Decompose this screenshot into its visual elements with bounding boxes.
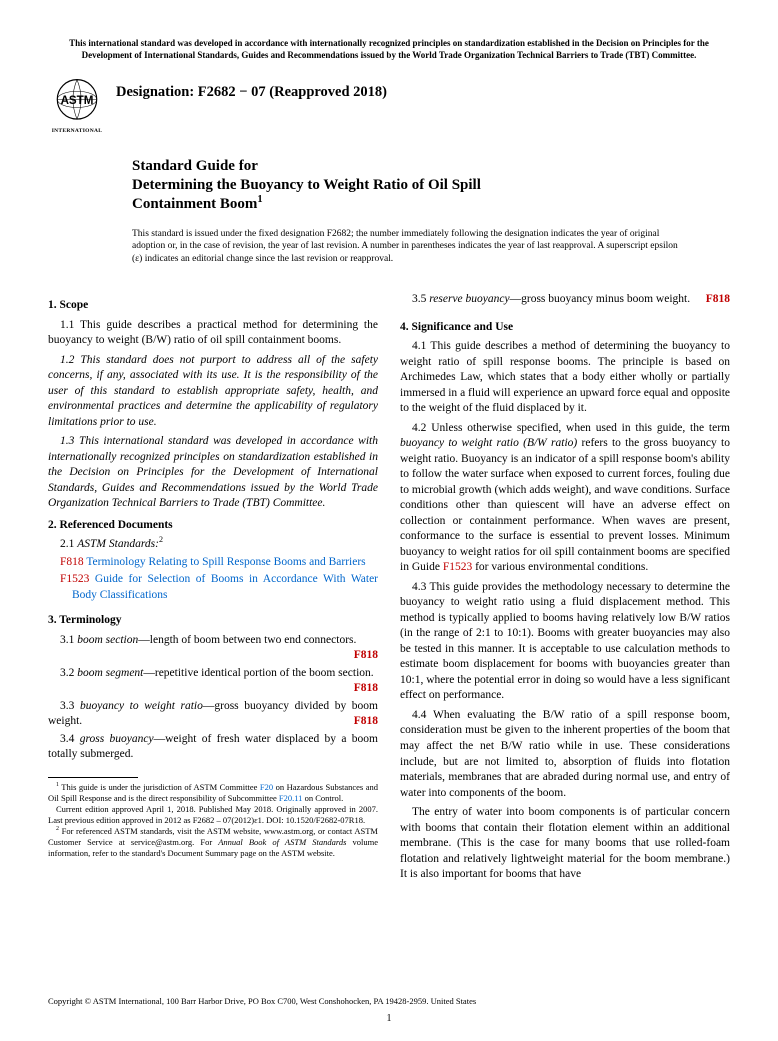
ref-f818: F818 Terminology Relating to Spill Respo… bbox=[48, 555, 378, 571]
ref-f1523: F1523 Guide for Selection of Booms in Ac… bbox=[48, 572, 378, 603]
title-block: Standard Guide for Determining the Buoya… bbox=[132, 157, 710, 266]
designation: Designation: F2682 − 07 (Reapproved 2018… bbox=[116, 83, 387, 103]
term-3-3-name: buoyancy to weight ratio bbox=[80, 700, 203, 712]
term-3-1-tag[interactable]: F818 bbox=[342, 648, 378, 664]
terminology-heading: 3. Terminology bbox=[48, 613, 378, 629]
term-3-5: 3.5 reserve buoyancy—gross buoyancy minu… bbox=[400, 292, 730, 308]
footnote-rule bbox=[48, 777, 138, 778]
para-4-2: 4.2 Unless otherwise specified, when use… bbox=[400, 421, 730, 576]
svg-text:ASTM: ASTM bbox=[61, 94, 94, 107]
term-3-2-def: —repetitive identical portion of the boo… bbox=[143, 667, 373, 679]
para-4-4: 4.4 When evaluating the B/W ratio of a s… bbox=[400, 708, 730, 801]
term-3-1-num: 3.1 bbox=[60, 634, 77, 646]
term-3-5-def: —gross buoyancy minus boom weight. bbox=[510, 293, 690, 305]
term-3-3: 3.3 buoyancy to weight ratio—gross buoya… bbox=[48, 699, 378, 730]
footnote-1-cont: Current edition approved April 1, 2018. … bbox=[48, 804, 378, 826]
para-1-2: 1.2 This standard does not purport to ad… bbox=[48, 353, 378, 431]
left-column: 1. Scope 1.1 This guide describes a prac… bbox=[48, 292, 378, 887]
term-3-2-tag[interactable]: F818 bbox=[342, 681, 378, 697]
term-3-4-num: 3.4 bbox=[60, 733, 80, 745]
title-sup: 1 bbox=[257, 194, 262, 205]
p42-b: buoyancy to weight ratio (B/W ratio) bbox=[400, 437, 577, 449]
fn2-b: Annual Book of ASTM Standards bbox=[218, 837, 346, 847]
term-3-1: 3.1 boom section—length of boom between … bbox=[48, 633, 378, 664]
term-3-2-name: boom segment bbox=[77, 667, 143, 679]
footnote-2: 2 For referenced ASTM standards, visit t… bbox=[48, 826, 378, 859]
right-column: 3.5 reserve buoyancy—gross buoyancy minu… bbox=[400, 292, 730, 887]
term-3-4-name: gross buoyancy bbox=[80, 733, 154, 745]
p42-a: 4.2 Unless otherwise specified, when use… bbox=[412, 422, 730, 434]
para-2-1: 2.1 ASTM Standards:2 bbox=[48, 537, 378, 553]
issue-note: This standard is issued under the fixed … bbox=[132, 228, 710, 266]
term-3-1-name: boom section bbox=[77, 634, 138, 646]
logo-sublabel: INTERNATIONAL bbox=[52, 128, 103, 135]
page-number: 1 bbox=[387, 1012, 392, 1026]
term-3-5-num: 3.5 bbox=[412, 293, 429, 305]
ref-f1523-code[interactable]: F1523 bbox=[60, 573, 89, 585]
astm-logo: ASTM INTERNATIONAL bbox=[48, 75, 106, 133]
term-3-4: 3.4 gross buoyancy—weight of fresh water… bbox=[48, 732, 378, 763]
fn1-a: This guide is under the jurisdiction of … bbox=[59, 782, 260, 792]
title-line-1: Determining the Buoyancy to Weight Ratio… bbox=[132, 177, 481, 193]
para-1-1: 1.1 This guide describes a practical met… bbox=[48, 318, 378, 349]
header-row: ASTM INTERNATIONAL Designation: F2682 − … bbox=[48, 75, 730, 133]
term-3-2: 3.2 boom segment—repetitive identical po… bbox=[48, 666, 378, 697]
p42-e: for various environmental conditions. bbox=[472, 561, 648, 573]
para-4-4b: The entry of water into boom components … bbox=[400, 805, 730, 883]
fn1-b[interactable]: F20 bbox=[260, 782, 273, 792]
term-3-3-num: 3.3 bbox=[60, 700, 80, 712]
significance-heading: 4. Significance and Use bbox=[400, 320, 730, 336]
term-3-5-name: reserve buoyancy bbox=[429, 293, 509, 305]
copyright-line: Copyright © ASTM International, 100 Barr… bbox=[48, 996, 730, 1007]
term-3-5-tag[interactable]: F818 bbox=[694, 292, 730, 308]
para-1-3: 1.3 This international standard was deve… bbox=[48, 434, 378, 512]
fn1-e: on Control. bbox=[302, 793, 343, 803]
term-3-3-tag[interactable]: F818 bbox=[342, 714, 378, 730]
para-4-3: 4.3 This guide provides the methodology … bbox=[400, 580, 730, 704]
para-4-1: 4.1 This guide describes a method of det… bbox=[400, 339, 730, 417]
scope-heading: 1. Scope bbox=[48, 298, 378, 314]
para-2-1-italic: ASTM Standards: bbox=[77, 538, 159, 550]
fn1-d[interactable]: F20.11 bbox=[279, 793, 303, 803]
para-2-1-lead: 2.1 bbox=[60, 538, 77, 550]
footnote-1: 1 This guide is under the jurisdiction o… bbox=[48, 782, 378, 804]
refdocs-heading: 2. Referenced Documents bbox=[48, 518, 378, 534]
para-2-1-sup: 2 bbox=[159, 535, 163, 544]
top-notice: This international standard was develope… bbox=[48, 38, 730, 69]
term-3-2-num: 3.2 bbox=[60, 667, 77, 679]
title-lead: Standard Guide for bbox=[132, 157, 710, 176]
ref-f818-code[interactable]: F818 bbox=[60, 556, 84, 568]
body-columns: 1. Scope 1.1 This guide describes a prac… bbox=[48, 292, 730, 887]
ref-f1523-text[interactable]: Guide for Selection of Booms in Accordan… bbox=[72, 573, 378, 601]
title-line-2: Containment Boom bbox=[132, 196, 257, 212]
term-3-1-def: —length of boom between two end connecto… bbox=[138, 634, 356, 646]
p42-c: refers to the gross buoyancy to weight r… bbox=[400, 437, 730, 573]
ref-f818-text[interactable]: Terminology Relating to Spill Response B… bbox=[86, 556, 365, 568]
p42-d[interactable]: F1523 bbox=[443, 561, 472, 573]
title-main: Determining the Buoyancy to Weight Ratio… bbox=[132, 176, 710, 214]
